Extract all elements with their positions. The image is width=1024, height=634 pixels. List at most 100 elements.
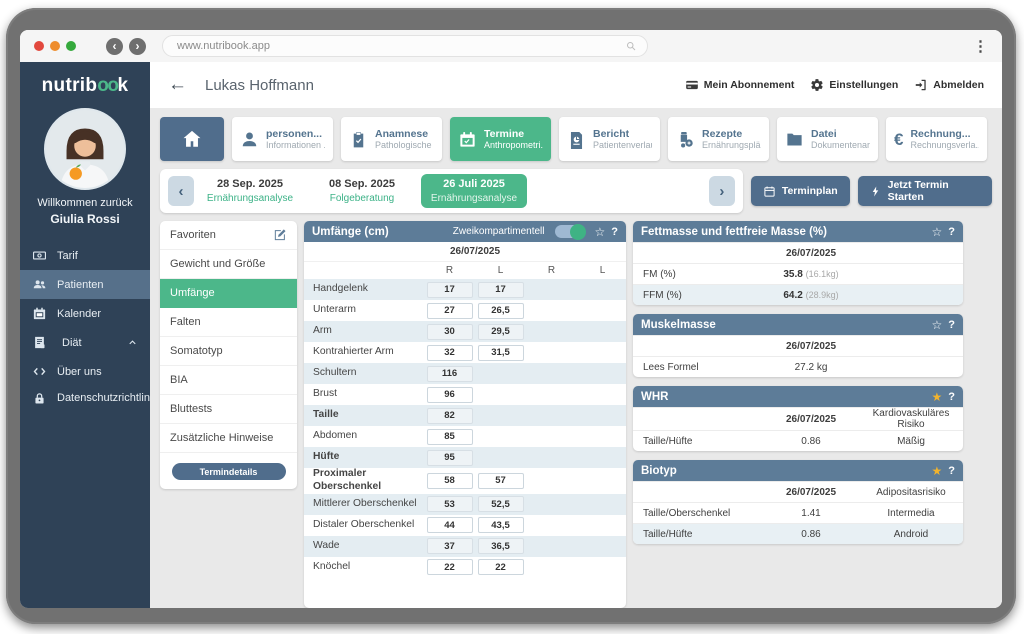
panel-row: FM (%) 35.8 (16.1kg) <box>633 263 963 284</box>
tab-home[interactable] <box>160 117 224 161</box>
measurement-input-left[interactable] <box>477 344 524 361</box>
section-nav-item[interactable]: Favoriten <box>160 221 297 250</box>
measurement-label: Unterarm <box>313 304 356 316</box>
measurement-row: Mittlerer Oberschenkel <box>304 493 626 515</box>
calendar-icon <box>764 186 775 197</box>
section-nav-item[interactable]: Gewicht und Größe <box>160 250 297 279</box>
help-icon[interactable]: ? <box>948 390 955 403</box>
termindetails-button[interactable]: Termindetails <box>171 463 286 480</box>
help-icon[interactable]: ? <box>948 318 955 331</box>
patient-tabs: personen... Informationen ... Anamnese Pat… <box>150 108 1002 166</box>
measurement-input-right[interactable] <box>426 472 473 489</box>
tab-personal-info[interactable]: personen... Informationen ... <box>232 117 333 161</box>
sidebar-item-kalender[interactable]: Kalender <box>20 299 150 328</box>
browser-menu-icon[interactable]: ⋮ <box>973 38 988 55</box>
back-arrow-icon[interactable]: ← <box>168 74 187 95</box>
measurement-input-left[interactable] <box>477 323 524 340</box>
sidebar-item-patienten[interactable]: Patienten <box>20 270 150 300</box>
measurement-input-right[interactable] <box>426 344 473 361</box>
measurement-input-right[interactable] <box>426 407 473 424</box>
favorite-star-icon[interactable]: ☆ <box>931 224 943 239</box>
address-bar[interactable]: www.nutribook.app <box>162 35 648 57</box>
edit-icon[interactable] <box>273 228 287 242</box>
patient-header: ← Lukas Hoffmann Mein Abonnement Einstel… <box>150 62 1002 108</box>
section-nav-item[interactable]: Umfänge <box>160 279 297 308</box>
minimize-window-button[interactable] <box>50 41 60 51</box>
home-icon <box>183 130 201 147</box>
device-frame: ‹ › www.nutribook.app ⋮ nutribook Willko… <box>6 8 1016 624</box>
tab-termine[interactable]: Termine Anthropometri... <box>450 117 551 161</box>
measurement-input-right[interactable] <box>426 538 473 555</box>
measurement-date: 26/07/2025 <box>449 246 501 257</box>
favorite-star-icon[interactable]: ★ <box>931 389 943 404</box>
gear-icon <box>811 79 824 91</box>
logout-button[interactable]: Abmelden <box>914 78 984 92</box>
measurement-input-left[interactable] <box>477 496 524 513</box>
panel-date-row: 26/07/2025 <box>633 242 963 263</box>
appointment-entry[interactable]: 08 Sep. 2025 Folgeberatung <box>328 178 396 204</box>
chevron-up-icon[interactable] <box>127 337 138 348</box>
tab-rechnung[interactable]: € Rechnung... Rechnungsverla... <box>886 117 987 161</box>
sidebar-item-datenschutz[interactable]: Datenschutzrichtlinie <box>20 386 159 411</box>
section-nav-item[interactable]: BIA <box>160 366 297 395</box>
help-icon[interactable]: ? <box>948 464 955 477</box>
settings-button[interactable]: Einstellungen <box>810 78 898 92</box>
appointment-entry[interactable]: 26 Juli 2025 Ernährungsanalyse <box>421 174 527 208</box>
appointment-carousel: ‹ 28 Sep. 2025 Ernährungsanalyse 08 Sep.… <box>160 169 743 213</box>
measurement-input-left[interactable] <box>477 559 524 576</box>
measurement-input-right[interactable] <box>426 449 473 466</box>
section-nav-item[interactable]: Falten <box>160 308 297 337</box>
measurement-input-right[interactable] <box>426 302 473 319</box>
measurement-row: Schultern <box>304 363 626 384</box>
measurement-input-right[interactable] <box>426 559 473 576</box>
browser-back-button[interactable]: ‹ <box>106 37 123 55</box>
favorite-star-icon[interactable]: ☆ <box>931 317 943 332</box>
subscription-button[interactable]: Mein Abonnement <box>685 78 794 92</box>
sidebar-item-tarif[interactable]: Tarif <box>20 241 150 270</box>
measurement-row: Handgelenk <box>304 279 626 300</box>
url-text: www.nutribook.app <box>177 40 270 52</box>
measurement-table: Handgelenk Unterarm <box>304 279 626 608</box>
measurement-input-right[interactable] <box>426 365 473 382</box>
favorite-star-icon[interactable]: ☆ <box>594 224 606 239</box>
measurement-columns-row: R L R L <box>445 265 606 276</box>
avatar <box>44 108 126 190</box>
measurement-input-right[interactable] <box>426 496 473 513</box>
help-icon[interactable]: ? <box>948 225 955 238</box>
measurement-input-left[interactable] <box>477 538 524 555</box>
measurement-input-right[interactable] <box>426 428 473 445</box>
measurement-input-left[interactable] <box>477 281 524 298</box>
measurement-input-right[interactable] <box>426 323 473 340</box>
lightning-icon <box>872 186 878 196</box>
carousel-prev-button[interactable]: ‹ <box>168 176 194 206</box>
calendar-check-icon <box>460 131 475 147</box>
favorite-star-icon[interactable]: ★ <box>931 463 943 478</box>
section-nav-item[interactable]: Somatotyp <box>160 337 297 366</box>
terminplan-button[interactable]: Terminplan <box>750 176 850 206</box>
measurement-input-right[interactable] <box>426 517 473 534</box>
measurement-input-left[interactable] <box>477 472 524 489</box>
measurement-label: Kontrahierter Arm <box>313 346 394 358</box>
tab-rezepte[interactable]: Rezepte Ernährungsplä.. <box>668 117 769 161</box>
measurement-input-right[interactable] <box>426 281 473 298</box>
appointment-entry[interactable]: 28 Sep. 2025 Ernährungsanalyse <box>206 178 294 204</box>
carousel-next-button[interactable]: › <box>708 176 735 206</box>
close-window-button[interactable] <box>34 41 44 51</box>
sidebar-item-diaet[interactable]: Diät <box>20 328 150 357</box>
sidebar-item-ueber-uns[interactable]: Über uns <box>20 357 150 386</box>
help-icon[interactable]: ? <box>611 225 618 238</box>
panel-date-row: 26/07/2025 <box>633 335 963 356</box>
section-nav-item[interactable]: Zusätzliche Hinweise <box>160 424 297 453</box>
start-appointment-button[interactable]: Jetzt Termin Starten <box>857 176 992 206</box>
measurement-row: Taille <box>304 405 626 426</box>
browser-forward-button[interactable]: › <box>129 37 146 55</box>
section-nav-item[interactable]: Bluttests <box>160 395 297 424</box>
two-compartment-toggle[interactable] <box>554 223 586 240</box>
measurement-input-left[interactable] <box>477 302 524 319</box>
measurement-input-left[interactable] <box>477 517 524 534</box>
measurement-input-right[interactable] <box>426 386 473 403</box>
maximize-window-button[interactable] <box>66 41 76 51</box>
tab-bericht[interactable]: Bericht Patientenverlauf <box>559 117 660 161</box>
